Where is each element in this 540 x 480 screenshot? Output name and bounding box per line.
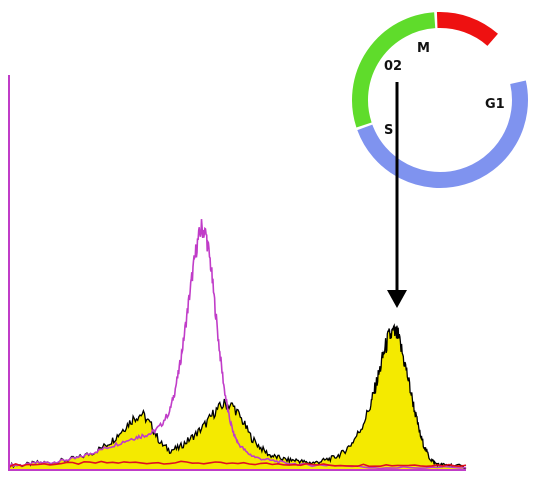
arrow-head bbox=[387, 290, 407, 308]
label-m: M bbox=[417, 41, 430, 56]
histogram-outline-series-0 bbox=[9, 323, 467, 471]
histogram-line-series-1 bbox=[9, 219, 467, 470]
cycle-labels: M 02 G1 S bbox=[384, 41, 505, 138]
ring-segment-02 bbox=[488, 35, 526, 83]
g1-peak-arrow bbox=[387, 82, 407, 308]
label-02: 02 bbox=[384, 59, 402, 74]
cell-cycle-ring bbox=[352, 12, 528, 188]
histogram-fill-series-0 bbox=[10, 325, 466, 470]
ring-segment-g1 bbox=[357, 80, 528, 188]
label-s: S bbox=[384, 123, 393, 138]
ring-segment-m bbox=[436, 12, 498, 47]
label-g1: G1 bbox=[485, 97, 505, 112]
plot-axes bbox=[8, 75, 466, 471]
histogram-plot bbox=[9, 219, 467, 471]
ring-segment-s bbox=[352, 12, 436, 128]
histogram-line-series-2 bbox=[9, 460, 467, 468]
